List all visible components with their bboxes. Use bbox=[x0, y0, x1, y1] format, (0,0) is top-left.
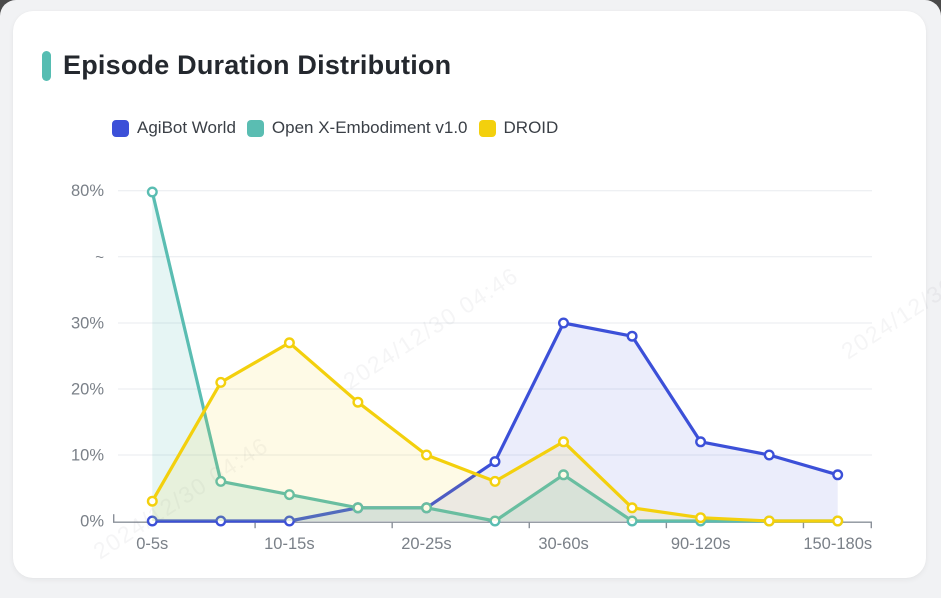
data-point-marker[interactable] bbox=[215, 515, 227, 527]
data-point-marker[interactable] bbox=[283, 515, 295, 527]
data-point-marker[interactable] bbox=[763, 515, 775, 527]
x-axis-tick-label: 0-5s bbox=[136, 535, 168, 553]
data-point-marker[interactable] bbox=[695, 512, 707, 524]
data-point-marker[interactable] bbox=[832, 469, 844, 481]
data-point-marker[interactable] bbox=[626, 502, 638, 514]
series-droid bbox=[146, 337, 844, 527]
legend-item-label: DROID bbox=[503, 118, 559, 137]
data-point-marker[interactable] bbox=[421, 449, 433, 461]
data-point-marker[interactable] bbox=[146, 495, 158, 507]
data-point-marker[interactable] bbox=[626, 330, 638, 342]
svg-text:2024/12/30 04:46: 2024/12/30 04:46 bbox=[837, 232, 941, 364]
x-axis-tick-label: 30-60s bbox=[538, 535, 588, 553]
x-axis-tick-label: 10-15s bbox=[264, 535, 314, 553]
data-point-marker[interactable] bbox=[146, 186, 158, 198]
y-axis-tick-label: 0% bbox=[80, 513, 104, 531]
data-point-marker[interactable] bbox=[352, 396, 364, 408]
legend-swatch-icon bbox=[112, 119, 129, 137]
data-point-marker[interactable] bbox=[352, 502, 364, 514]
data-point-marker[interactable] bbox=[489, 515, 501, 527]
title-accent-bar bbox=[42, 50, 51, 81]
legend-item-open-x-embodiment[interactable]: Open X-Embodiment v1.0 bbox=[246, 118, 468, 138]
title-row: Episode Duration Distribution bbox=[42, 50, 451, 81]
data-point-marker[interactable] bbox=[215, 475, 227, 487]
legend-item-agibot-world[interactable]: AgiBot World bbox=[112, 118, 236, 138]
data-point-marker[interactable] bbox=[558, 317, 570, 329]
data-point-marker[interactable] bbox=[832, 515, 844, 527]
chart-card bbox=[13, 11, 926, 578]
data-point-marker[interactable] bbox=[489, 456, 501, 468]
y-axis-labels: 0% 10% 20% 30% ~80% bbox=[71, 182, 104, 530]
y-axis-tick-label: ~ bbox=[95, 249, 104, 266]
data-point-marker[interactable] bbox=[558, 436, 570, 448]
x-axis-tick-label: 90-120s bbox=[671, 535, 731, 553]
y-axis-tick-label: 30% bbox=[71, 315, 104, 333]
legend-item-droid[interactable]: DROID bbox=[478, 118, 559, 138]
legend-swatch-icon bbox=[478, 119, 496, 137]
data-point-marker[interactable] bbox=[558, 469, 570, 481]
legend-item-label: AgiBot World bbox=[137, 118, 236, 137]
x-axis-tick-label: 150-180s bbox=[803, 535, 872, 553]
data-point-marker[interactable] bbox=[283, 337, 295, 349]
data-point-marker[interactable] bbox=[763, 449, 775, 461]
data-point-marker[interactable] bbox=[146, 515, 158, 527]
grid-lines bbox=[118, 190, 872, 456]
y-axis-tick-label: 80% bbox=[71, 182, 104, 200]
data-point-marker[interactable] bbox=[421, 502, 433, 514]
data-point-marker[interactable] bbox=[626, 515, 638, 527]
data-point-marker[interactable] bbox=[283, 489, 295, 501]
chart-title: Episode Duration Distribution bbox=[63, 50, 452, 80]
series-area bbox=[152, 323, 838, 521]
x-axis-tick-label: 20-25s bbox=[401, 535, 451, 553]
data-point-marker[interactable] bbox=[489, 475, 501, 487]
x-axis-labels: 0-5s 10-15s 20-25s 30-60s 90-120s 150-180s bbox=[136, 535, 872, 553]
series-area bbox=[152, 192, 838, 521]
y-axis-tick-label: 20% bbox=[71, 381, 104, 399]
chart-legend: AgiBot World Open X-Embodiment v1.0 DROI… bbox=[112, 118, 558, 138]
legend-item-label: Open X-Embodiment v1.0 bbox=[271, 118, 468, 137]
data-point-marker[interactable] bbox=[695, 436, 707, 448]
series-area bbox=[152, 342, 838, 521]
svg-text:2024/12/30 04:46: 2024/12/30 04:46 bbox=[339, 262, 523, 394]
legend-swatch-icon bbox=[246, 119, 264, 137]
data-point-marker[interactable] bbox=[215, 376, 227, 388]
y-axis-tick-label: 10% bbox=[71, 447, 104, 465]
